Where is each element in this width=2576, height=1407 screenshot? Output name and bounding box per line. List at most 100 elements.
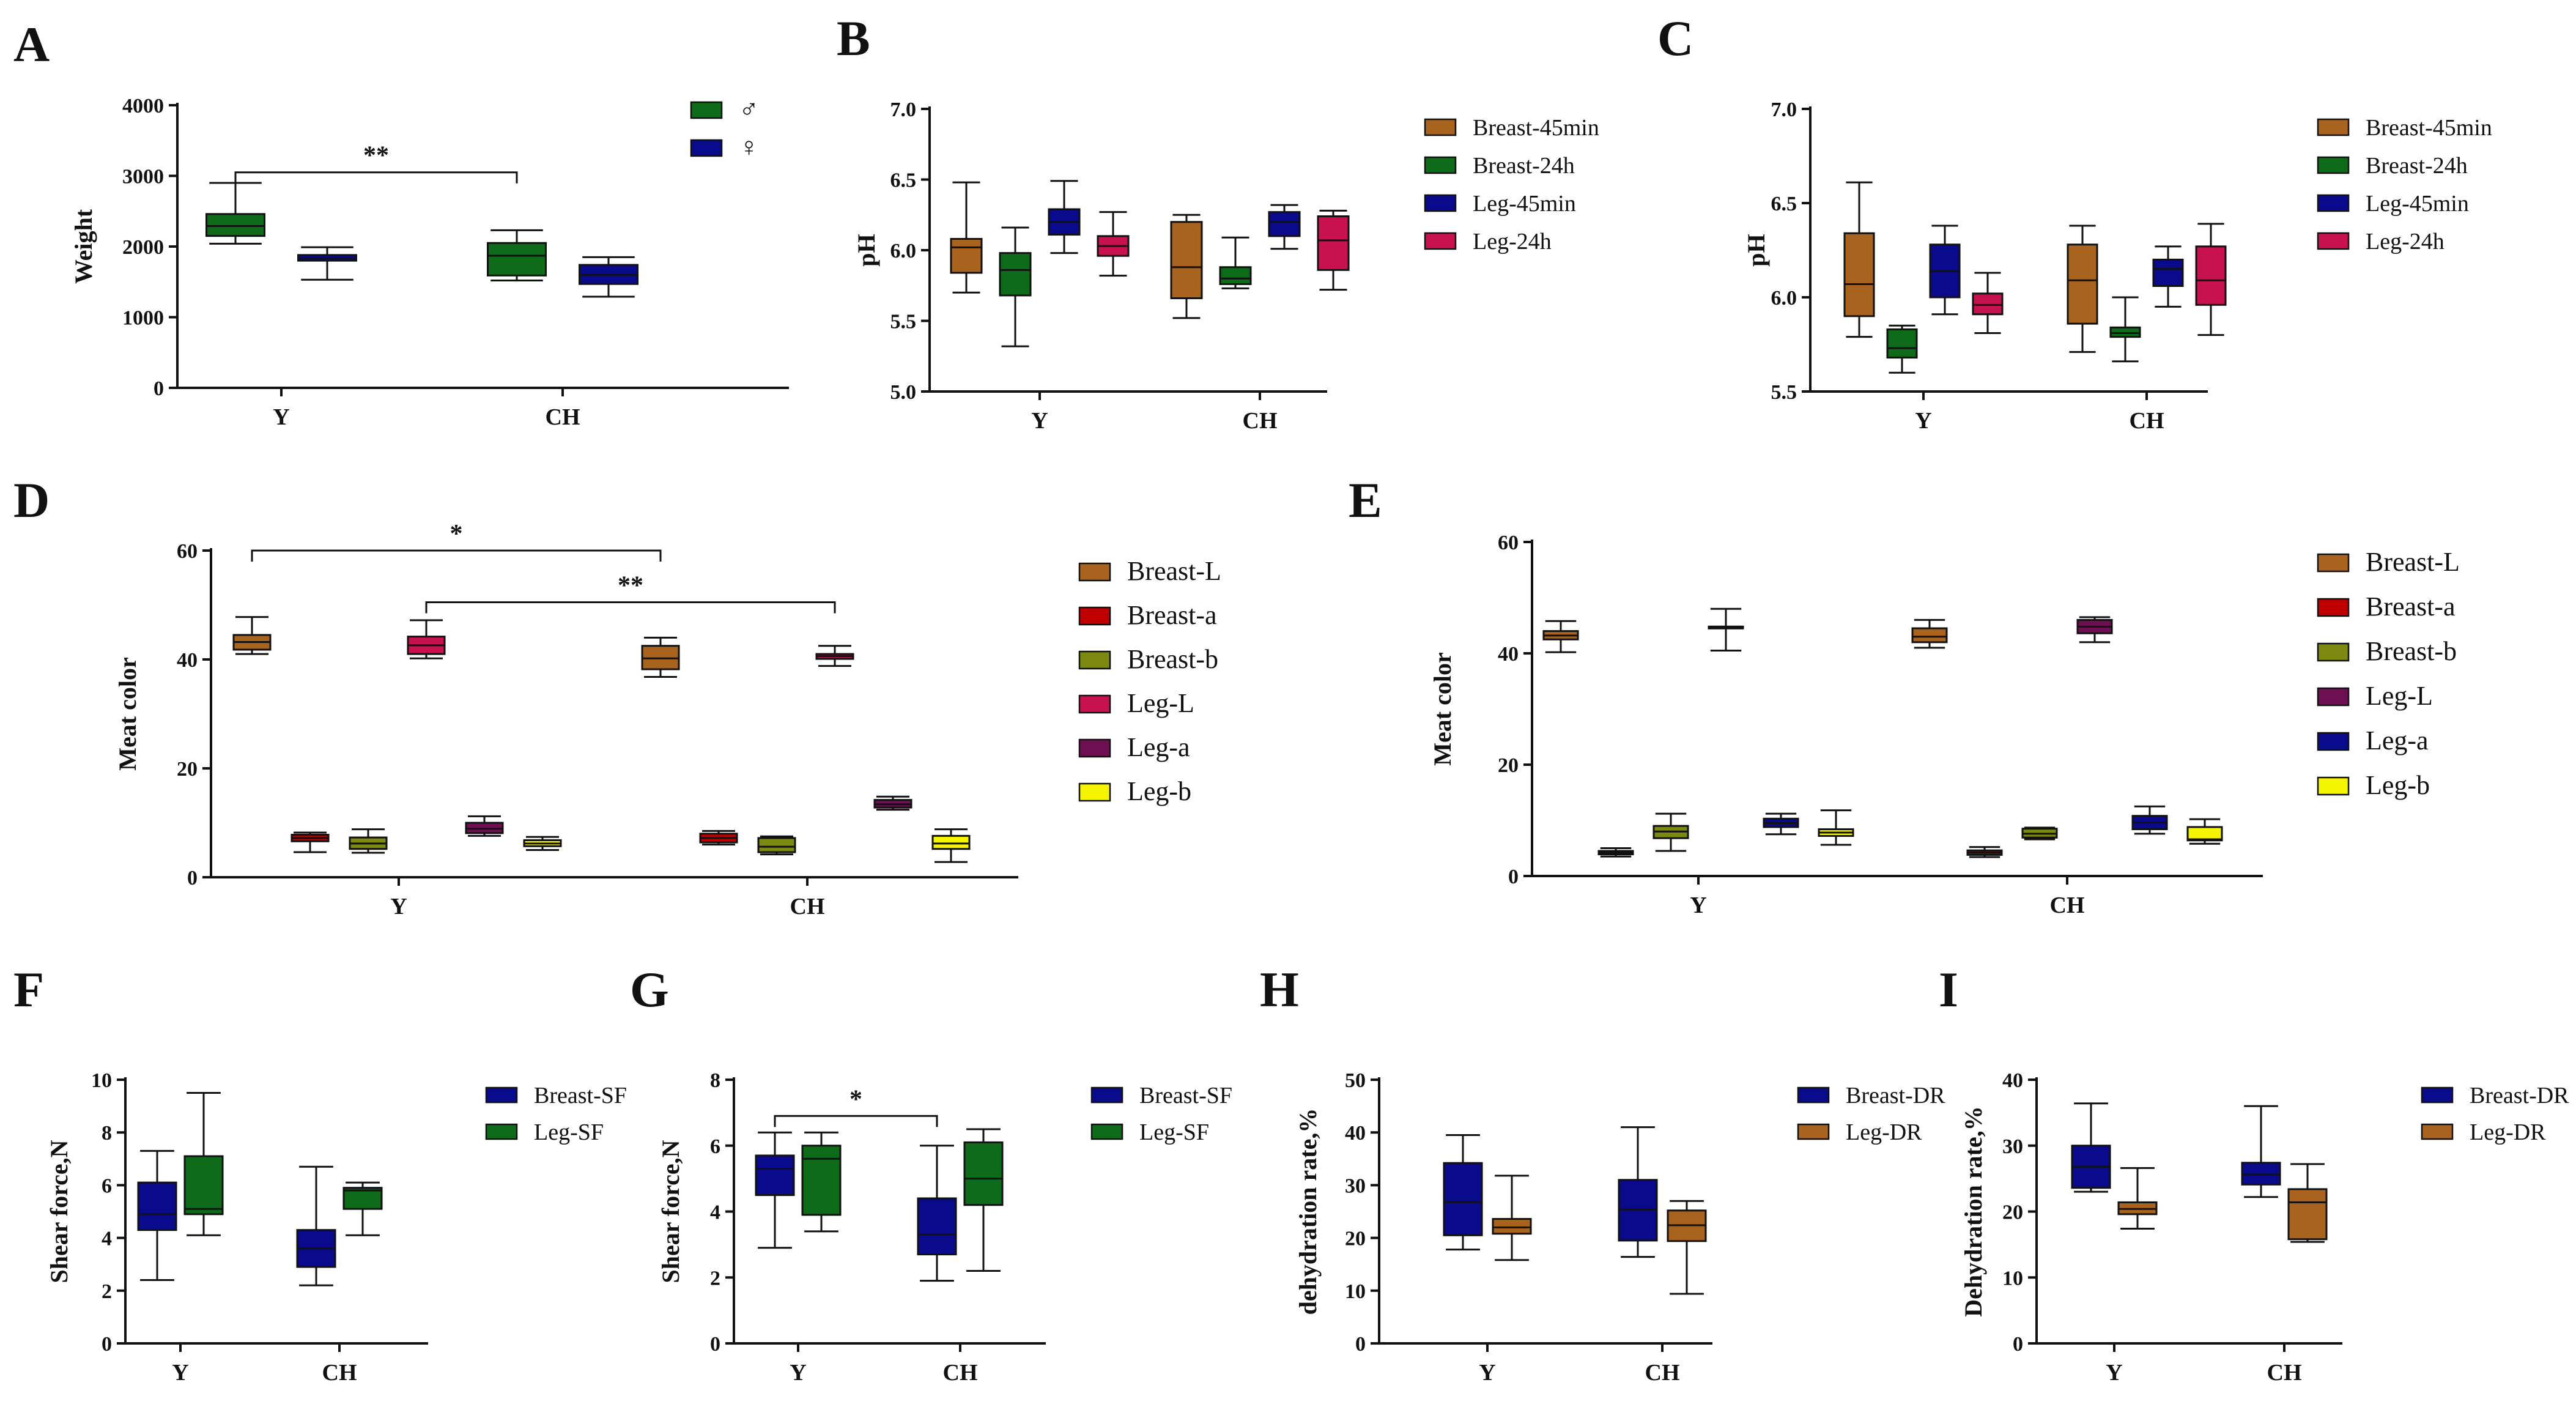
y-axis-title: pH [1742, 234, 1770, 266]
box-iqr [2186, 826, 2223, 842]
panel-label: B [837, 10, 870, 66]
box-Leg-SF-CH [342, 1181, 383, 1236]
y-axis-title: dehydration rate,% [1294, 1108, 1322, 1315]
significance-bracket: ** [425, 572, 836, 614]
y-tick-label: 20 [177, 758, 198, 781]
y-tick-label: 60 [1498, 532, 1519, 554]
legend-swatch [2317, 642, 2350, 662]
box-Leg-24h-CH [1317, 209, 1350, 291]
box-iqr [963, 1141, 1004, 1206]
box-Breast-DR-CH [1618, 1126, 1658, 1258]
x-tick-label: Y [2106, 1360, 2122, 1386]
y-tick-label: 8 [710, 1069, 720, 1092]
legend-label: Leg-DR [2470, 1119, 2546, 1145]
legend-swatch [1797, 1123, 1830, 1140]
box-Breast-L-CH [641, 636, 680, 678]
box-Leg-DR-Y [1492, 1175, 1532, 1261]
legend-swatch [485, 1086, 518, 1104]
box-Leg-b-CH [931, 828, 971, 863]
legend-swatch [2317, 232, 2350, 250]
legend-swatch [2317, 553, 2350, 573]
y-tick-label: 10 [2002, 1267, 2023, 1290]
legend-label: Breast-45min [1473, 115, 1599, 141]
bracket-line [234, 171, 518, 184]
box-iqr [2152, 258, 2184, 288]
box-Leg-L-Y [407, 619, 446, 659]
box-iqr [137, 1181, 177, 1231]
box-Leg-a-Y [465, 815, 504, 837]
panel-label: H [1260, 962, 1299, 1017]
legend-swatch [1078, 606, 1111, 626]
box-Breast-24h-CH [1219, 236, 1252, 289]
legend-swatch [2317, 732, 2350, 751]
box-Breast-SF-Y [755, 1131, 795, 1249]
box-iqr [999, 252, 1032, 297]
significance-bracket: * [251, 520, 662, 562]
legend-label: Breast-24h [2366, 153, 2468, 179]
y-tick-label: 1000 [122, 307, 164, 330]
box-iqr [2195, 245, 2227, 306]
legend: Breast-SF Leg-SF [1090, 1083, 1232, 1145]
x-tick-label: Y [273, 404, 289, 430]
legend: Breast-L Breast-a Breast-b Leg-L Leg-a Leg-b [1078, 556, 1221, 806]
box-Breast-L-Y [232, 616, 272, 655]
box-Leg-SF-CH [963, 1128, 1004, 1272]
y-tick-label: 40 [2002, 1069, 2023, 1092]
legend-label: Breast-SF [534, 1083, 627, 1108]
box-Leg-a-Y [1763, 812, 1799, 836]
legend-swatch [2317, 687, 2350, 707]
legend-swatch [1090, 1123, 1123, 1140]
y-tick-label: 3000 [122, 166, 164, 188]
box-iqr [1492, 1218, 1532, 1235]
box-Breast-a-CH [699, 830, 738, 846]
legend-swatch [1078, 562, 1111, 582]
legend-swatch [1424, 118, 1457, 136]
legend-label: Leg-SF [1139, 1119, 1209, 1145]
box-Breast-24h-Y [1886, 324, 1918, 374]
x-tick-label: CH [2130, 408, 2164, 434]
box-Breast-24h-Y [999, 226, 1032, 347]
legend-label: Breast-a [1127, 600, 1217, 630]
legend-label: Leg-b [1127, 776, 1191, 806]
panel-h: H 0 10 20 30 40 50 Y CH dehydration rate,% Breast-… [1260, 962, 1945, 1386]
y-axis-title: Dehydration rate,% [1960, 1106, 1987, 1316]
y-tick-label: 5.0 [890, 381, 917, 404]
box-iqr [1219, 266, 1252, 285]
box-Breast-SF-Y [137, 1149, 177, 1282]
y-tick-label: 6.5 [890, 169, 917, 192]
box-iqr [950, 238, 983, 274]
x-tick-label: CH [2050, 893, 2085, 918]
x-tick-label: Y [172, 1360, 188, 1386]
y-tick-label: 4 [102, 1228, 112, 1250]
legend-label: ♂ [739, 94, 759, 124]
box-Leg-b-CH [2186, 818, 2223, 845]
y-tick-label: 5.5 [890, 311, 917, 333]
bracket-line [425, 601, 836, 614]
legend-label: Leg-24h [1473, 229, 1552, 254]
legend-swatch [485, 1123, 518, 1140]
legend-label: Breast-24h [1473, 153, 1575, 179]
box-iqr [1443, 1162, 1483, 1236]
bracket-line [774, 1115, 938, 1127]
x-tick-label: CH [1645, 1360, 1680, 1386]
significance-bracket: * [774, 1085, 938, 1127]
y-tick-label: 0 [710, 1333, 720, 1356]
y-tick-label: 7.0 [1771, 98, 1797, 121]
box-Leg-a-CH [2131, 805, 2168, 835]
x-tick-label: Y [1690, 893, 1706, 918]
box-iqr [931, 834, 971, 850]
legend-label: Leg-45min [2366, 191, 2469, 217]
legend-swatch [1078, 782, 1111, 802]
legend: Breast-L Breast-a Breast-b Leg-L Leg-a Leg-b [2317, 547, 2460, 800]
y-tick-label: 0 [187, 867, 198, 889]
box-iqr [801, 1145, 842, 1216]
box-iqr [1268, 211, 1301, 237]
box-iqr [1317, 215, 1350, 271]
legend-label: Breast-SF [1139, 1083, 1232, 1108]
legend-swatch [2317, 776, 2350, 796]
box-♂-Y [205, 182, 265, 245]
panel-label: F [13, 962, 44, 1017]
